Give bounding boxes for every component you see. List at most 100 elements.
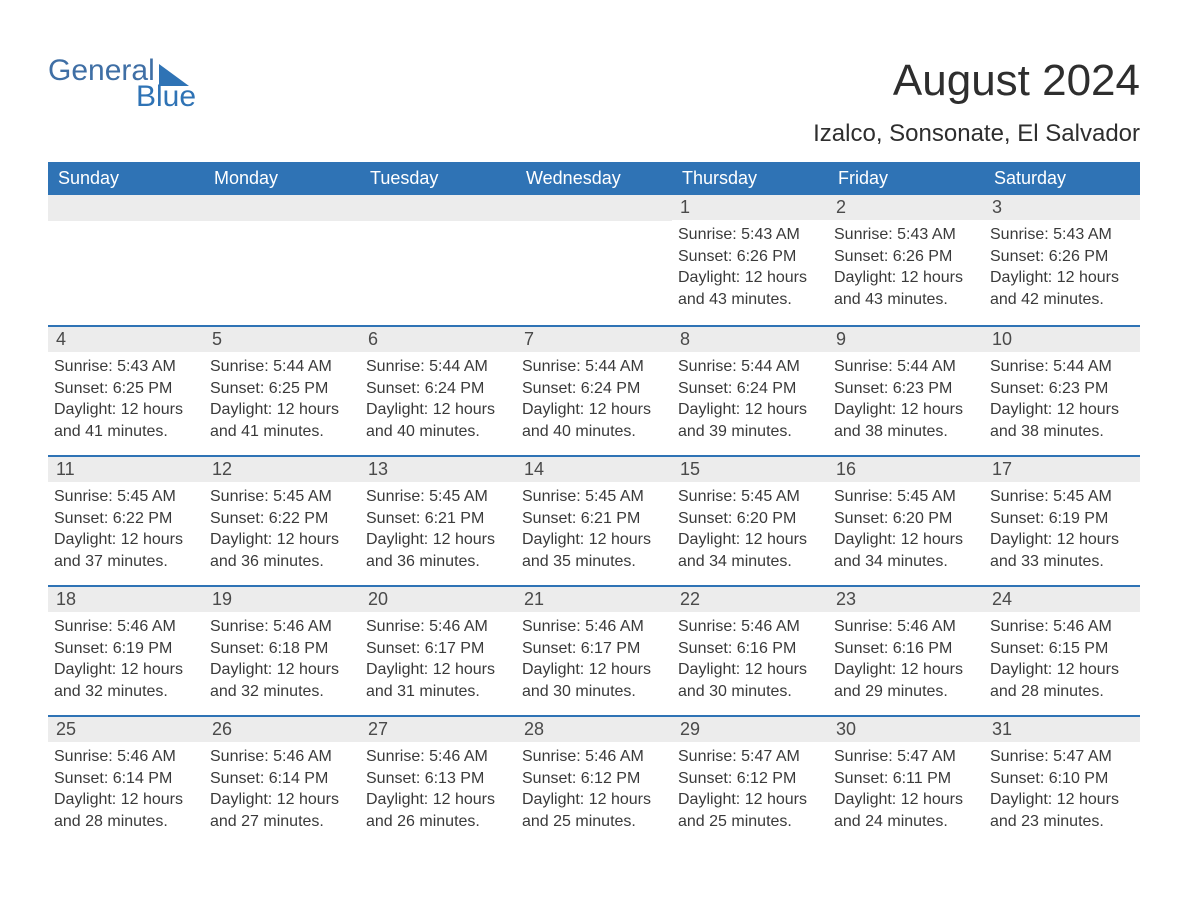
daylight-text: Daylight: 12 hours and 40 minutes. [366, 399, 510, 442]
calendar-day: 17Sunrise: 5:45 AMSunset: 6:19 PMDayligh… [984, 457, 1140, 585]
day-body: Sunrise: 5:45 AMSunset: 6:21 PMDaylight:… [360, 482, 516, 584]
day-number: 11 [48, 457, 204, 482]
daylight-text: Daylight: 12 hours and 35 minutes. [522, 529, 666, 572]
day-body: Sunrise: 5:44 AMSunset: 6:24 PMDaylight:… [360, 352, 516, 454]
day-body: Sunrise: 5:46 AMSunset: 6:16 PMDaylight:… [672, 612, 828, 714]
day-body: Sunrise: 5:45 AMSunset: 6:22 PMDaylight:… [48, 482, 204, 584]
day-body: Sunrise: 5:43 AMSunset: 6:26 PMDaylight:… [672, 220, 828, 322]
sunset-text: Sunset: 6:13 PM [366, 768, 510, 790]
day-body: Sunrise: 5:46 AMSunset: 6:16 PMDaylight:… [828, 612, 984, 714]
sunrise-text: Sunrise: 5:46 AM [366, 616, 510, 638]
day-body: Sunrise: 5:44 AMSunset: 6:24 PMDaylight:… [672, 352, 828, 454]
sunrise-text: Sunrise: 5:47 AM [834, 746, 978, 768]
sunrise-text: Sunrise: 5:46 AM [54, 616, 198, 638]
calendar-day: 1Sunrise: 5:43 AMSunset: 6:26 PMDaylight… [672, 195, 828, 325]
sunrise-text: Sunrise: 5:44 AM [366, 356, 510, 378]
day-body: Sunrise: 5:46 AMSunset: 6:17 PMDaylight:… [360, 612, 516, 714]
sunset-text: Sunset: 6:15 PM [990, 638, 1134, 660]
sunset-text: Sunset: 6:14 PM [54, 768, 198, 790]
sunrise-text: Sunrise: 5:45 AM [990, 486, 1134, 508]
day-number: 16 [828, 457, 984, 482]
daylight-text: Daylight: 12 hours and 43 minutes. [678, 267, 822, 310]
sunset-text: Sunset: 6:24 PM [522, 378, 666, 400]
sunset-text: Sunset: 6:16 PM [834, 638, 978, 660]
sunset-text: Sunset: 6:12 PM [678, 768, 822, 790]
logo: General Blue [48, 56, 196, 112]
calendar-day: 18Sunrise: 5:46 AMSunset: 6:19 PMDayligh… [48, 587, 204, 715]
sunset-text: Sunset: 6:24 PM [678, 378, 822, 400]
day-number: 30 [828, 717, 984, 742]
calendar-day: 22Sunrise: 5:46 AMSunset: 6:16 PMDayligh… [672, 587, 828, 715]
dow-monday: Monday [204, 162, 360, 195]
dow-thursday: Thursday [672, 162, 828, 195]
day-number: 26 [204, 717, 360, 742]
days-of-week-row: Sunday Monday Tuesday Wednesday Thursday… [48, 162, 1140, 195]
dow-tuesday: Tuesday [360, 162, 516, 195]
dow-wednesday: Wednesday [516, 162, 672, 195]
sunset-text: Sunset: 6:21 PM [366, 508, 510, 530]
daylight-text: Daylight: 12 hours and 34 minutes. [678, 529, 822, 572]
daylight-text: Daylight: 12 hours and 39 minutes. [678, 399, 822, 442]
day-body: Sunrise: 5:47 AMSunset: 6:11 PMDaylight:… [828, 742, 984, 844]
sunrise-text: Sunrise: 5:46 AM [678, 616, 822, 638]
day-body: Sunrise: 5:44 AMSunset: 6:24 PMDaylight:… [516, 352, 672, 454]
sunset-text: Sunset: 6:20 PM [678, 508, 822, 530]
sunrise-text: Sunrise: 5:46 AM [366, 746, 510, 768]
calendar-day: 24Sunrise: 5:46 AMSunset: 6:15 PMDayligh… [984, 587, 1140, 715]
sunset-text: Sunset: 6:23 PM [990, 378, 1134, 400]
day-number: 28 [516, 717, 672, 742]
day-body: Sunrise: 5:46 AMSunset: 6:14 PMDaylight:… [48, 742, 204, 844]
sunset-text: Sunset: 6:20 PM [834, 508, 978, 530]
sunset-text: Sunset: 6:26 PM [834, 246, 978, 268]
calendar-day: 26Sunrise: 5:46 AMSunset: 6:14 PMDayligh… [204, 717, 360, 845]
daylight-text: Daylight: 12 hours and 25 minutes. [678, 789, 822, 832]
sunrise-text: Sunrise: 5:45 AM [834, 486, 978, 508]
day-number: 14 [516, 457, 672, 482]
day-body: Sunrise: 5:46 AMSunset: 6:15 PMDaylight:… [984, 612, 1140, 714]
sunset-text: Sunset: 6:22 PM [54, 508, 198, 530]
daylight-text: Daylight: 12 hours and 29 minutes. [834, 659, 978, 702]
calendar-day: 10Sunrise: 5:44 AMSunset: 6:23 PMDayligh… [984, 327, 1140, 455]
day-number: 3 [984, 195, 1140, 220]
logo-word2: Blue [136, 82, 196, 112]
sunrise-text: Sunrise: 5:45 AM [678, 486, 822, 508]
day-body: Sunrise: 5:43 AMSunset: 6:26 PMDaylight:… [828, 220, 984, 322]
week-row: 25Sunrise: 5:46 AMSunset: 6:14 PMDayligh… [48, 715, 1140, 845]
daylight-text: Daylight: 12 hours and 41 minutes. [54, 399, 198, 442]
day-body: Sunrise: 5:44 AMSunset: 6:25 PMDaylight:… [204, 352, 360, 454]
daylight-text: Daylight: 12 hours and 34 minutes. [834, 529, 978, 572]
sunset-text: Sunset: 6:17 PM [522, 638, 666, 660]
day-body: Sunrise: 5:45 AMSunset: 6:20 PMDaylight:… [828, 482, 984, 584]
daylight-text: Daylight: 12 hours and 25 minutes. [522, 789, 666, 832]
sunset-text: Sunset: 6:12 PM [522, 768, 666, 790]
sunset-text: Sunset: 6:22 PM [210, 508, 354, 530]
calendar-day: 2Sunrise: 5:43 AMSunset: 6:26 PMDaylight… [828, 195, 984, 325]
calendar-day [48, 195, 204, 325]
sunrise-text: Sunrise: 5:44 AM [678, 356, 822, 378]
sunset-text: Sunset: 6:26 PM [678, 246, 822, 268]
sunset-text: Sunset: 6:21 PM [522, 508, 666, 530]
sunrise-text: Sunrise: 5:46 AM [990, 616, 1134, 638]
sunrise-text: Sunrise: 5:46 AM [522, 616, 666, 638]
sunrise-text: Sunrise: 5:43 AM [834, 224, 978, 246]
sunset-text: Sunset: 6:19 PM [54, 638, 198, 660]
calendar-day [204, 195, 360, 325]
sunset-text: Sunset: 6:10 PM [990, 768, 1134, 790]
day-number: 27 [360, 717, 516, 742]
day-body: Sunrise: 5:46 AMSunset: 6:18 PMDaylight:… [204, 612, 360, 714]
sunset-text: Sunset: 6:23 PM [834, 378, 978, 400]
daylight-text: Daylight: 12 hours and 37 minutes. [54, 529, 198, 572]
sunrise-text: Sunrise: 5:45 AM [54, 486, 198, 508]
daylight-text: Daylight: 12 hours and 42 minutes. [990, 267, 1134, 310]
day-body: Sunrise: 5:47 AMSunset: 6:10 PMDaylight:… [984, 742, 1140, 844]
day-number: 18 [48, 587, 204, 612]
day-number: 29 [672, 717, 828, 742]
daylight-text: Daylight: 12 hours and 36 minutes. [366, 529, 510, 572]
day-number: 2 [828, 195, 984, 220]
title-block: August 2024 Izalco, Sonsonate, El Salvad… [813, 56, 1140, 148]
calendar-day: 15Sunrise: 5:45 AMSunset: 6:20 PMDayligh… [672, 457, 828, 585]
calendar-day: 23Sunrise: 5:46 AMSunset: 6:16 PMDayligh… [828, 587, 984, 715]
calendar-day: 12Sunrise: 5:45 AMSunset: 6:22 PMDayligh… [204, 457, 360, 585]
day-number: 1 [672, 195, 828, 220]
daylight-text: Daylight: 12 hours and 30 minutes. [678, 659, 822, 702]
